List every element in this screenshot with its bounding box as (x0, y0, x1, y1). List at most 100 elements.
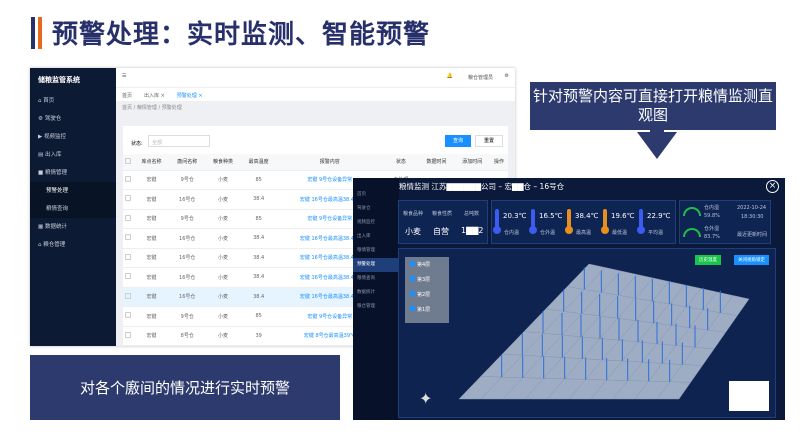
sidebar-icon: ■ (38, 170, 44, 176)
update-time: 18:30:30 (741, 214, 764, 220)
sidebar-item[interactable]: ⚙ 驾驶仓 (30, 110, 116, 128)
column-header[interactable]: 粮食种类 (205, 154, 241, 171)
layer-label: 第4层 (417, 262, 431, 268)
sidebar-icon: ⌂ (38, 98, 42, 104)
table-cell: 38.4 (240, 287, 277, 307)
tab-home[interactable]: 首页 (122, 93, 133, 99)
monitor-sidebar-item[interactable]: 数据统计 (357, 290, 375, 295)
thermometer-icon (565, 209, 573, 234)
update-date: 2022-10-24 (737, 205, 767, 211)
tab-alert[interactable]: 预警处理 × (176, 93, 203, 99)
sidebar-label: 数据统计 (44, 224, 67, 230)
row-checkbox[interactable] (123, 306, 134, 327)
3d-view[interactable]: 第4层第3层第2层 第1层 历史温度 关闭视角锁定 ✦ (398, 248, 776, 418)
sidebar-item[interactable]: ■ 粮情管理 (30, 164, 116, 182)
sidebar-item[interactable]: ▶ 视频监控 (30, 128, 116, 146)
thermometer-icon (529, 209, 537, 234)
sidebar-item[interactable]: 粮情查询 (30, 200, 116, 218)
reset-button[interactable]: 重置 (475, 135, 503, 147)
sidebar-item[interactable]: 预警处理 (30, 182, 116, 200)
title-accent-bar-orange (38, 17, 42, 49)
humidity-label: 仓内湿 (704, 205, 720, 211)
sidebar-item[interactable]: ▤ 出入库 (30, 146, 116, 164)
table-cell: 38.4 (240, 267, 277, 288)
sidebar-item[interactable]: ▦ 数据统计 (30, 218, 116, 236)
monitor-sidebar-item[interactable]: 预警处理 (353, 258, 399, 272)
update-label: 最近更新时间 (737, 232, 768, 238)
column-header[interactable]: 最高温度 (240, 154, 277, 171)
history-temp-button[interactable]: 历史温度 (695, 255, 721, 265)
sidebar-label: 出入库 (44, 152, 62, 158)
info-label: 粮食品种 (403, 211, 424, 217)
table-cell: 85 (240, 209, 277, 229)
table-cell: 宏键 (133, 248, 170, 268)
monitor-sidebar-item[interactable]: 驾驶仓 (357, 206, 371, 211)
status-select[interactable]: 全部 (148, 135, 210, 147)
temperature-value: 16.5℃ (539, 212, 563, 220)
column-header[interactable]: 库点名称 (133, 154, 170, 171)
select-all-checkbox[interactable] (123, 154, 134, 171)
monitor-sidebar-item[interactable]: 视频监控 (357, 220, 375, 225)
table-cell: 39 (240, 326, 277, 346)
menu-icon[interactable]: ☰ (122, 73, 127, 79)
monitor-sidebar-item[interactable]: 粮情管理 (357, 248, 375, 253)
row-checkbox[interactable] (123, 228, 134, 249)
settings-icon[interactable]: ⚙ (504, 73, 509, 79)
temperature-value: 38.4℃ (575, 212, 599, 220)
table-cell: 宏键 (133, 267, 170, 288)
table-cell: 38.4 (240, 228, 277, 249)
column-header[interactable]: 添加时间 (454, 154, 491, 171)
sidebar-label: 粮情查询 (46, 206, 69, 212)
row-checkbox[interactable] (123, 209, 134, 229)
minimap-thumbnail[interactable] (729, 381, 769, 411)
monitor-sidebar-item[interactable]: 首页 (357, 192, 366, 197)
monitor-screenshot: 首页驾驶仓视频监控出入库粮情管理预警处理粮情查询数据统计粮仓管理 粮情监测 江苏… (353, 178, 785, 420)
table-cell: 宏键 (133, 287, 170, 307)
table-cell: 9号仓 (169, 170, 206, 190)
row-checkbox[interactable] (123, 326, 134, 346)
column-header[interactable]: 状态 (383, 154, 419, 171)
layer-checkbox[interactable]: 第1层 (405, 302, 449, 317)
column-header[interactable]: 报警内容 (276, 154, 383, 171)
row-checkbox[interactable] (123, 267, 134, 288)
temperature-label: 仓内温 (504, 230, 520, 236)
lock-view-button[interactable]: 关闭视角锁定 (734, 255, 769, 265)
system-name: 储粮监管系统 (38, 76, 80, 84)
column-header[interactable]: 数据时间 (418, 154, 455, 171)
search-button[interactable]: 查询 (445, 135, 471, 147)
table-cell: 小麦 (205, 209, 241, 229)
column-header[interactable]: 廒间名称 (169, 154, 206, 171)
sidebar-label: 驾驶仓 (44, 116, 62, 122)
sidebar-icon: ▦ (38, 224, 44, 230)
filter-label: 状态: (131, 141, 143, 147)
monitor-sidebar-item[interactable]: 出入库 (357, 234, 371, 239)
monitor-sidebar-item[interactable]: 粮仓管理 (357, 304, 375, 309)
layer-checkbox[interactable]: 第4层 (405, 257, 449, 272)
sidebar-item[interactable]: ⌂ 粮仓管理 (30, 236, 116, 254)
row-checkbox[interactable] (123, 170, 134, 190)
thermometer-icon (637, 209, 645, 234)
humidity-card: 仓内湿 59.8% 仓外湿 83.7% 2022-10-24 18:30:30 … (679, 200, 771, 244)
compass-icon: ✦ (419, 389, 433, 408)
info-label: 总吨数 (464, 211, 480, 217)
table-cell: 小麦 (205, 287, 241, 307)
layer-label: 第3层 (417, 277, 431, 283)
monitor-sidebar-item[interactable]: 粮情查询 (357, 276, 375, 281)
user-name[interactable]: 粮仓管理员 (467, 75, 493, 81)
row-checkbox[interactable] (123, 189, 134, 210)
table-cell: 9号仓 (169, 209, 206, 229)
table-cell: 宏键 (133, 189, 170, 210)
layer-selector: 第4层第3层第2层 第1层 (405, 257, 449, 323)
layer-checkbox[interactable]: 第2层 (405, 287, 449, 302)
tab-inout[interactable]: 出入库 × (144, 93, 165, 99)
close-icon[interactable]: × (766, 180, 779, 193)
row-checkbox[interactable] (123, 248, 134, 268)
column-header[interactable]: 操作 (490, 154, 508, 171)
sidebar-item[interactable]: ⌂ 首页 (30, 92, 116, 110)
table-cell: 16号仓 (169, 248, 206, 268)
row-checkbox[interactable] (123, 287, 134, 307)
monitor-header: 粮情监测 江苏▇▇▇▇▇▇公司 – 宏▇▇仓 – 16号仓 (399, 182, 565, 191)
temperature-item: 19.6℃ 最低温 (601, 207, 638, 241)
layer-checkbox[interactable]: 第3层 (405, 272, 449, 287)
bell-icon[interactable]: 🔔 (446, 73, 453, 79)
